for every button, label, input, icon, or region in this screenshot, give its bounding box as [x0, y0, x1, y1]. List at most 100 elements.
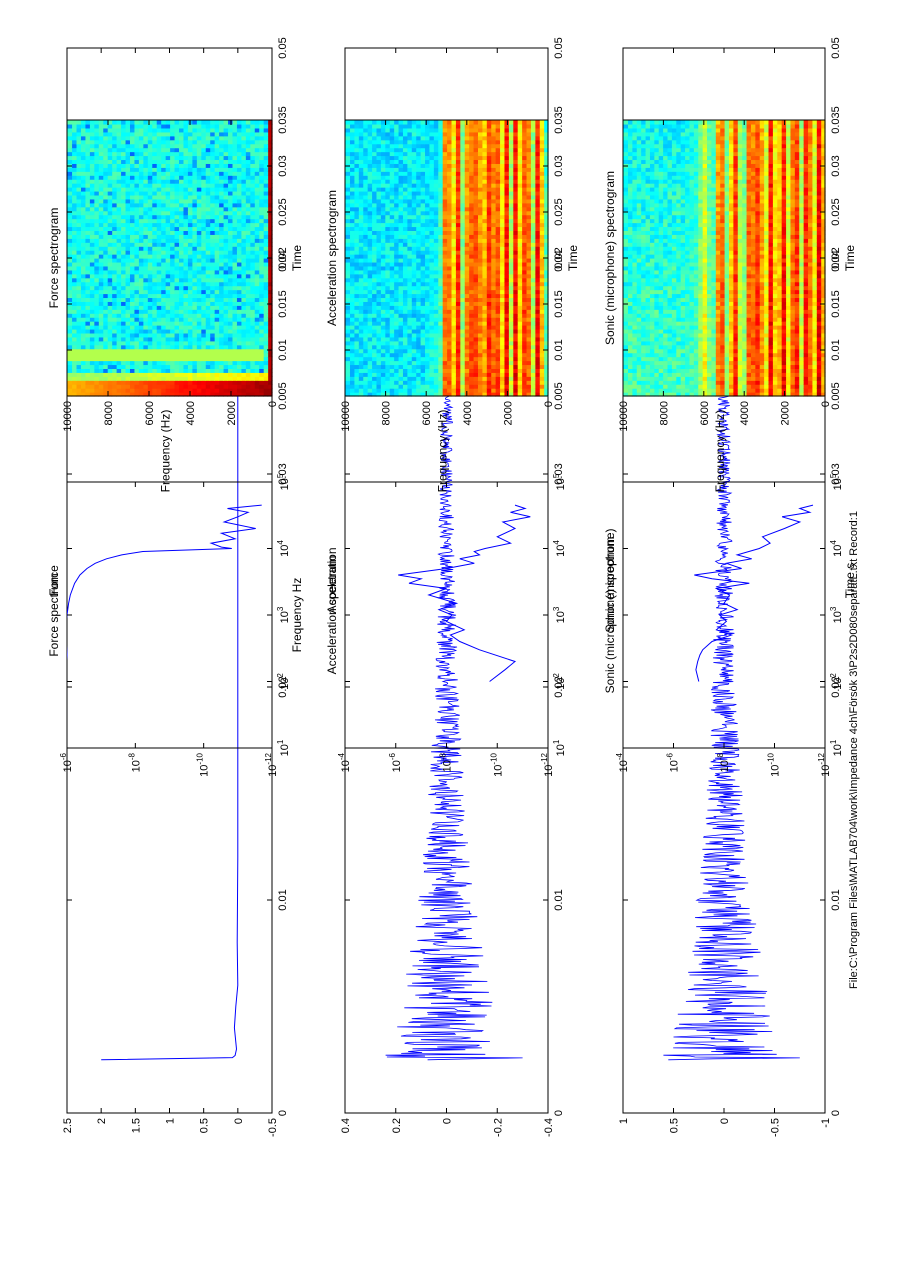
heatmap-cell: [169, 352, 175, 358]
heatmap-cell: [156, 163, 162, 168]
heatmap-cell: [236, 226, 242, 231]
heatmap-cell: [71, 179, 77, 184]
heatmap-cell: [442, 360, 448, 366]
heatmap-cell: [107, 321, 113, 326]
heatmap-cell: [245, 356, 251, 362]
heatmap-cell: [236, 309, 242, 314]
heatmap-cell: [129, 151, 135, 157]
heatmap-cell: [165, 309, 171, 314]
heatmap-cell: [464, 301, 470, 306]
heatmap-cell: [182, 210, 188, 216]
heatmap-cell: [495, 265, 501, 271]
heatmap-cell: [196, 336, 202, 342]
heatmap-cell: [258, 273, 264, 279]
heatmap-cell: [133, 340, 139, 346]
heatmap-cell: [231, 147, 237, 153]
heatmap-cell: [459, 368, 465, 373]
heatmap-cell: [151, 190, 157, 196]
heatmap-cell: [169, 305, 175, 310]
heatmap-cell: [111, 194, 117, 200]
heatmap-cell: [227, 135, 233, 141]
heatmap-cell: [80, 127, 86, 133]
heatmap-cell: [468, 301, 474, 306]
heatmap-cell: [89, 289, 95, 295]
heatmap-cell: [245, 301, 251, 306]
heatmap-cell: [490, 392, 496, 397]
heatmap-cell: [420, 281, 426, 287]
heatmap-cell: [120, 234, 126, 239]
heatmap-cell: [380, 352, 386, 358]
heatmap-cell: [472, 293, 478, 299]
heatmap-cell: [450, 336, 456, 342]
heatmap-cell: [240, 289, 246, 295]
heatmap-cell: [380, 269, 386, 275]
heatmap-cell: [111, 230, 117, 235]
heatmap-cell: [178, 277, 184, 283]
heatmap-cell: [254, 321, 260, 326]
heatmap-cell: [129, 313, 135, 318]
heatmap-cell: [191, 194, 197, 200]
heatmap-cell: [142, 364, 148, 369]
heatmap-cell: [258, 364, 264, 369]
heatmap-cell: [129, 210, 135, 216]
heatmap-cell: [345, 372, 351, 377]
heatmap-cell: [393, 380, 399, 385]
heatmap-cell: [477, 273, 483, 279]
heatmap-cell: [129, 281, 135, 287]
heatmap-cell: [263, 163, 269, 168]
heatmap-cell: [116, 372, 122, 377]
heatmap-cell: [102, 254, 108, 259]
heatmap-cell: [486, 340, 492, 346]
heatmap-cell: [424, 392, 430, 397]
heatmap-cell: [521, 313, 527, 318]
heatmap-cell: [263, 356, 269, 362]
heatmap-cell: [231, 183, 237, 188]
heatmap-cell: [530, 269, 536, 275]
heatmap-cell: [71, 194, 77, 200]
heatmap-cell: [107, 190, 113, 196]
heatmap-cell: [393, 392, 399, 397]
heatmap-cell: [129, 328, 135, 334]
heatmap-cell: [254, 194, 260, 200]
heatmap-cell: [349, 372, 355, 377]
heatmap-cell: [389, 388, 395, 393]
heatmap-cell: [503, 336, 509, 342]
heatmap-cell: [472, 328, 478, 334]
heatmap-cell: [124, 214, 130, 220]
heatmap-cell: [263, 289, 269, 295]
heatmap-cell: [263, 198, 269, 204]
heatmap-cell: [178, 179, 184, 184]
heatmap-cell: [214, 313, 220, 318]
heatmap-cell: [116, 159, 122, 164]
heatmap-cell: [200, 155, 206, 161]
heatmap-cell: [254, 155, 260, 161]
heatmap-cell: [362, 336, 368, 342]
heatmap-cell: [200, 360, 206, 366]
heatmap-cell: [133, 360, 139, 366]
heatmap-cell: [508, 392, 514, 397]
heatmap-cell: [156, 301, 162, 306]
heatmap-cell: [258, 332, 264, 338]
heatmap-cell: [459, 348, 465, 354]
heatmap-cell: [249, 250, 255, 255]
heatmap-cell: [353, 392, 359, 397]
heatmap-cell: [481, 321, 487, 326]
heatmap-cell: [71, 190, 77, 196]
heatmap-cell: [245, 254, 251, 259]
heatmap-cell: [133, 265, 139, 271]
heatmap-cell: [107, 313, 113, 318]
heatmap-cell: [267, 206, 273, 212]
heatmap-cell: [89, 392, 95, 397]
heatmap-cell: [263, 127, 269, 133]
heatmap-cell: [116, 155, 122, 161]
heatmap-cell: [512, 348, 518, 354]
heatmap-cell: [481, 368, 487, 373]
heatmap-cell: [345, 289, 351, 295]
heatmap-cell: [371, 372, 377, 377]
heatmap-cell: [84, 348, 90, 354]
heatmap-cell: [389, 317, 395, 322]
heatmap-cell: [142, 159, 148, 164]
heatmap-cell: [93, 198, 99, 204]
heatmap-cell: [71, 147, 77, 153]
heatmap-cell: [178, 352, 184, 358]
